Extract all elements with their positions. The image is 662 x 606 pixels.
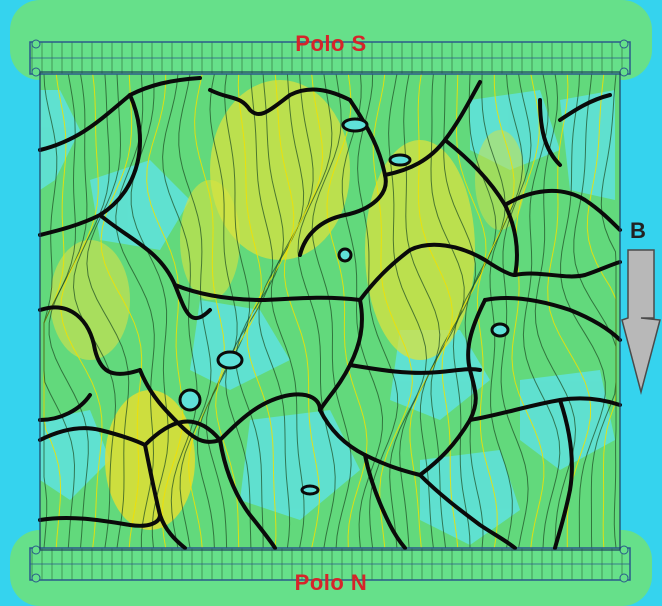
field-line xyxy=(225,73,274,549)
field-line xyxy=(547,73,592,548)
field-line xyxy=(489,73,524,549)
arrow-down-icon xyxy=(621,249,661,395)
sample-frame xyxy=(39,71,621,551)
field-line xyxy=(270,73,314,549)
top-halo xyxy=(10,0,652,80)
field-line xyxy=(100,73,143,549)
field-lines xyxy=(31,42,623,580)
field-line xyxy=(326,73,368,549)
field-line xyxy=(115,73,155,548)
field-line xyxy=(430,73,476,549)
field-line xyxy=(500,73,532,549)
field-line xyxy=(48,73,89,549)
field-line xyxy=(188,73,225,549)
field-line xyxy=(146,73,184,549)
field-line xyxy=(196,73,238,549)
field-vector-label: B xyxy=(630,218,646,243)
pole-label-south: Polo S xyxy=(295,31,367,56)
field-line xyxy=(372,73,413,549)
field-line xyxy=(43,73,58,549)
grain-boundaries xyxy=(38,76,622,550)
field-line xyxy=(311,73,352,549)
field-line xyxy=(130,73,169,549)
pole-piece-top xyxy=(29,39,631,77)
field-line xyxy=(60,73,103,549)
field-line xyxy=(357,73,399,549)
field-line xyxy=(341,73,384,549)
field-line xyxy=(600,73,617,549)
pole-label-north: Polo N xyxy=(294,570,368,595)
field-line xyxy=(72,73,117,549)
field-line xyxy=(388,73,428,549)
field-line xyxy=(573,73,617,549)
pole-piece-bottom xyxy=(29,545,631,583)
high-density-zones xyxy=(50,80,525,530)
field-line xyxy=(246,73,295,549)
field-line xyxy=(205,73,251,549)
field-line xyxy=(86,73,130,549)
field-line xyxy=(452,73,497,549)
field-line xyxy=(297,73,336,549)
field-line xyxy=(178,73,212,549)
grain-islands xyxy=(178,117,510,496)
field-line xyxy=(43,73,77,549)
field-line xyxy=(522,73,561,549)
field-line xyxy=(464,73,506,549)
field-line xyxy=(258,73,305,549)
field-line xyxy=(409,73,453,549)
field-line xyxy=(511,73,545,549)
field-line xyxy=(235,73,285,548)
field-line xyxy=(283,73,324,549)
